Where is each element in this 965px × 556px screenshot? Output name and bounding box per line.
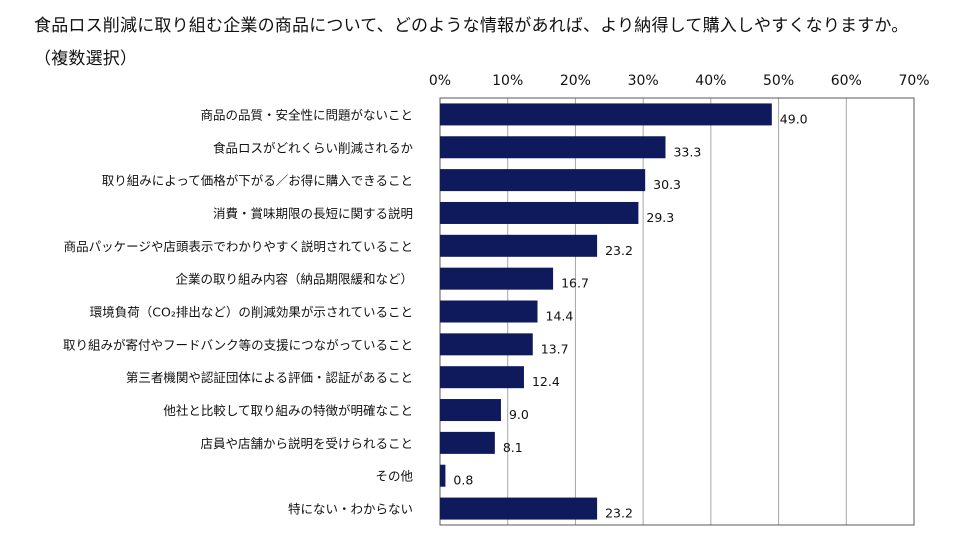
category-label: 特にない・わからない [288,502,413,517]
x-tick-label: 40% [695,73,726,89]
x-tick-label: 60% [831,73,862,89]
x-tick-label: 10% [492,73,523,89]
category-label: 取り組みが寄付やフードバンク等の支援につながっていること [63,337,413,352]
data-label: 23.2 [605,506,633,521]
data-label: 30.3 [653,177,681,192]
data-label: 8.1 [503,440,523,455]
category-label: 第三者機関や認証団体による評価・認証があること [126,370,413,385]
x-tick-label: 0% [429,73,451,89]
data-label: 12.4 [532,374,560,389]
x-tick-label: 70% [898,73,929,89]
data-label: 33.3 [673,144,701,159]
bar [440,366,524,389]
category-label: 他社と比較して取り組みの特徴が明確なこと [163,403,413,418]
data-label: 13.7 [541,341,569,356]
data-label: 23.2 [605,243,633,258]
bar [440,333,533,356]
data-label: 14.4 [546,309,574,324]
bar [440,399,501,422]
data-label: 9.0 [509,407,529,422]
category-label: 消費・賞味期限の長短に関する説明 [213,206,413,221]
bar [440,103,772,126]
chart-title: 食品ロス削減に取り組む企業の商品について、どのような情報があれば、より納得して購… [34,16,909,69]
x-tick-label: 30% [628,73,659,89]
category-label: 企業の取り組み内容（納品期限緩和など） [175,272,413,287]
bar [440,464,446,487]
x-tick-label: 50% [763,73,794,89]
x-tick-label: 20% [560,73,591,89]
category-label: 店員や店舗から説明を受けられること [200,436,413,451]
category-label: 環境負荷（CO₂排出など）の削減効果が示されていること [90,305,413,320]
category-label: その他 [375,469,413,484]
bar [440,431,495,454]
category-label: 取り組みによって価格が下がる／お得に購入できること [102,173,413,188]
bar [440,136,666,159]
bar [440,267,554,290]
data-label: 0.8 [453,473,473,488]
bar [440,234,598,257]
bar [440,169,646,192]
category-label: 食品ロスがどれくらい削減されるか [213,140,414,155]
bar [440,201,639,224]
data-label: 49.0 [780,111,808,126]
bar [440,300,538,323]
category-label: 商品パッケージや店頭表示でわかりやすく説明されていること [64,239,413,254]
data-label: 29.3 [646,210,674,225]
category-label: 商品の品質・安全性に問題がないこと [200,107,413,122]
data-label: 16.7 [561,276,589,291]
bar [440,497,598,520]
